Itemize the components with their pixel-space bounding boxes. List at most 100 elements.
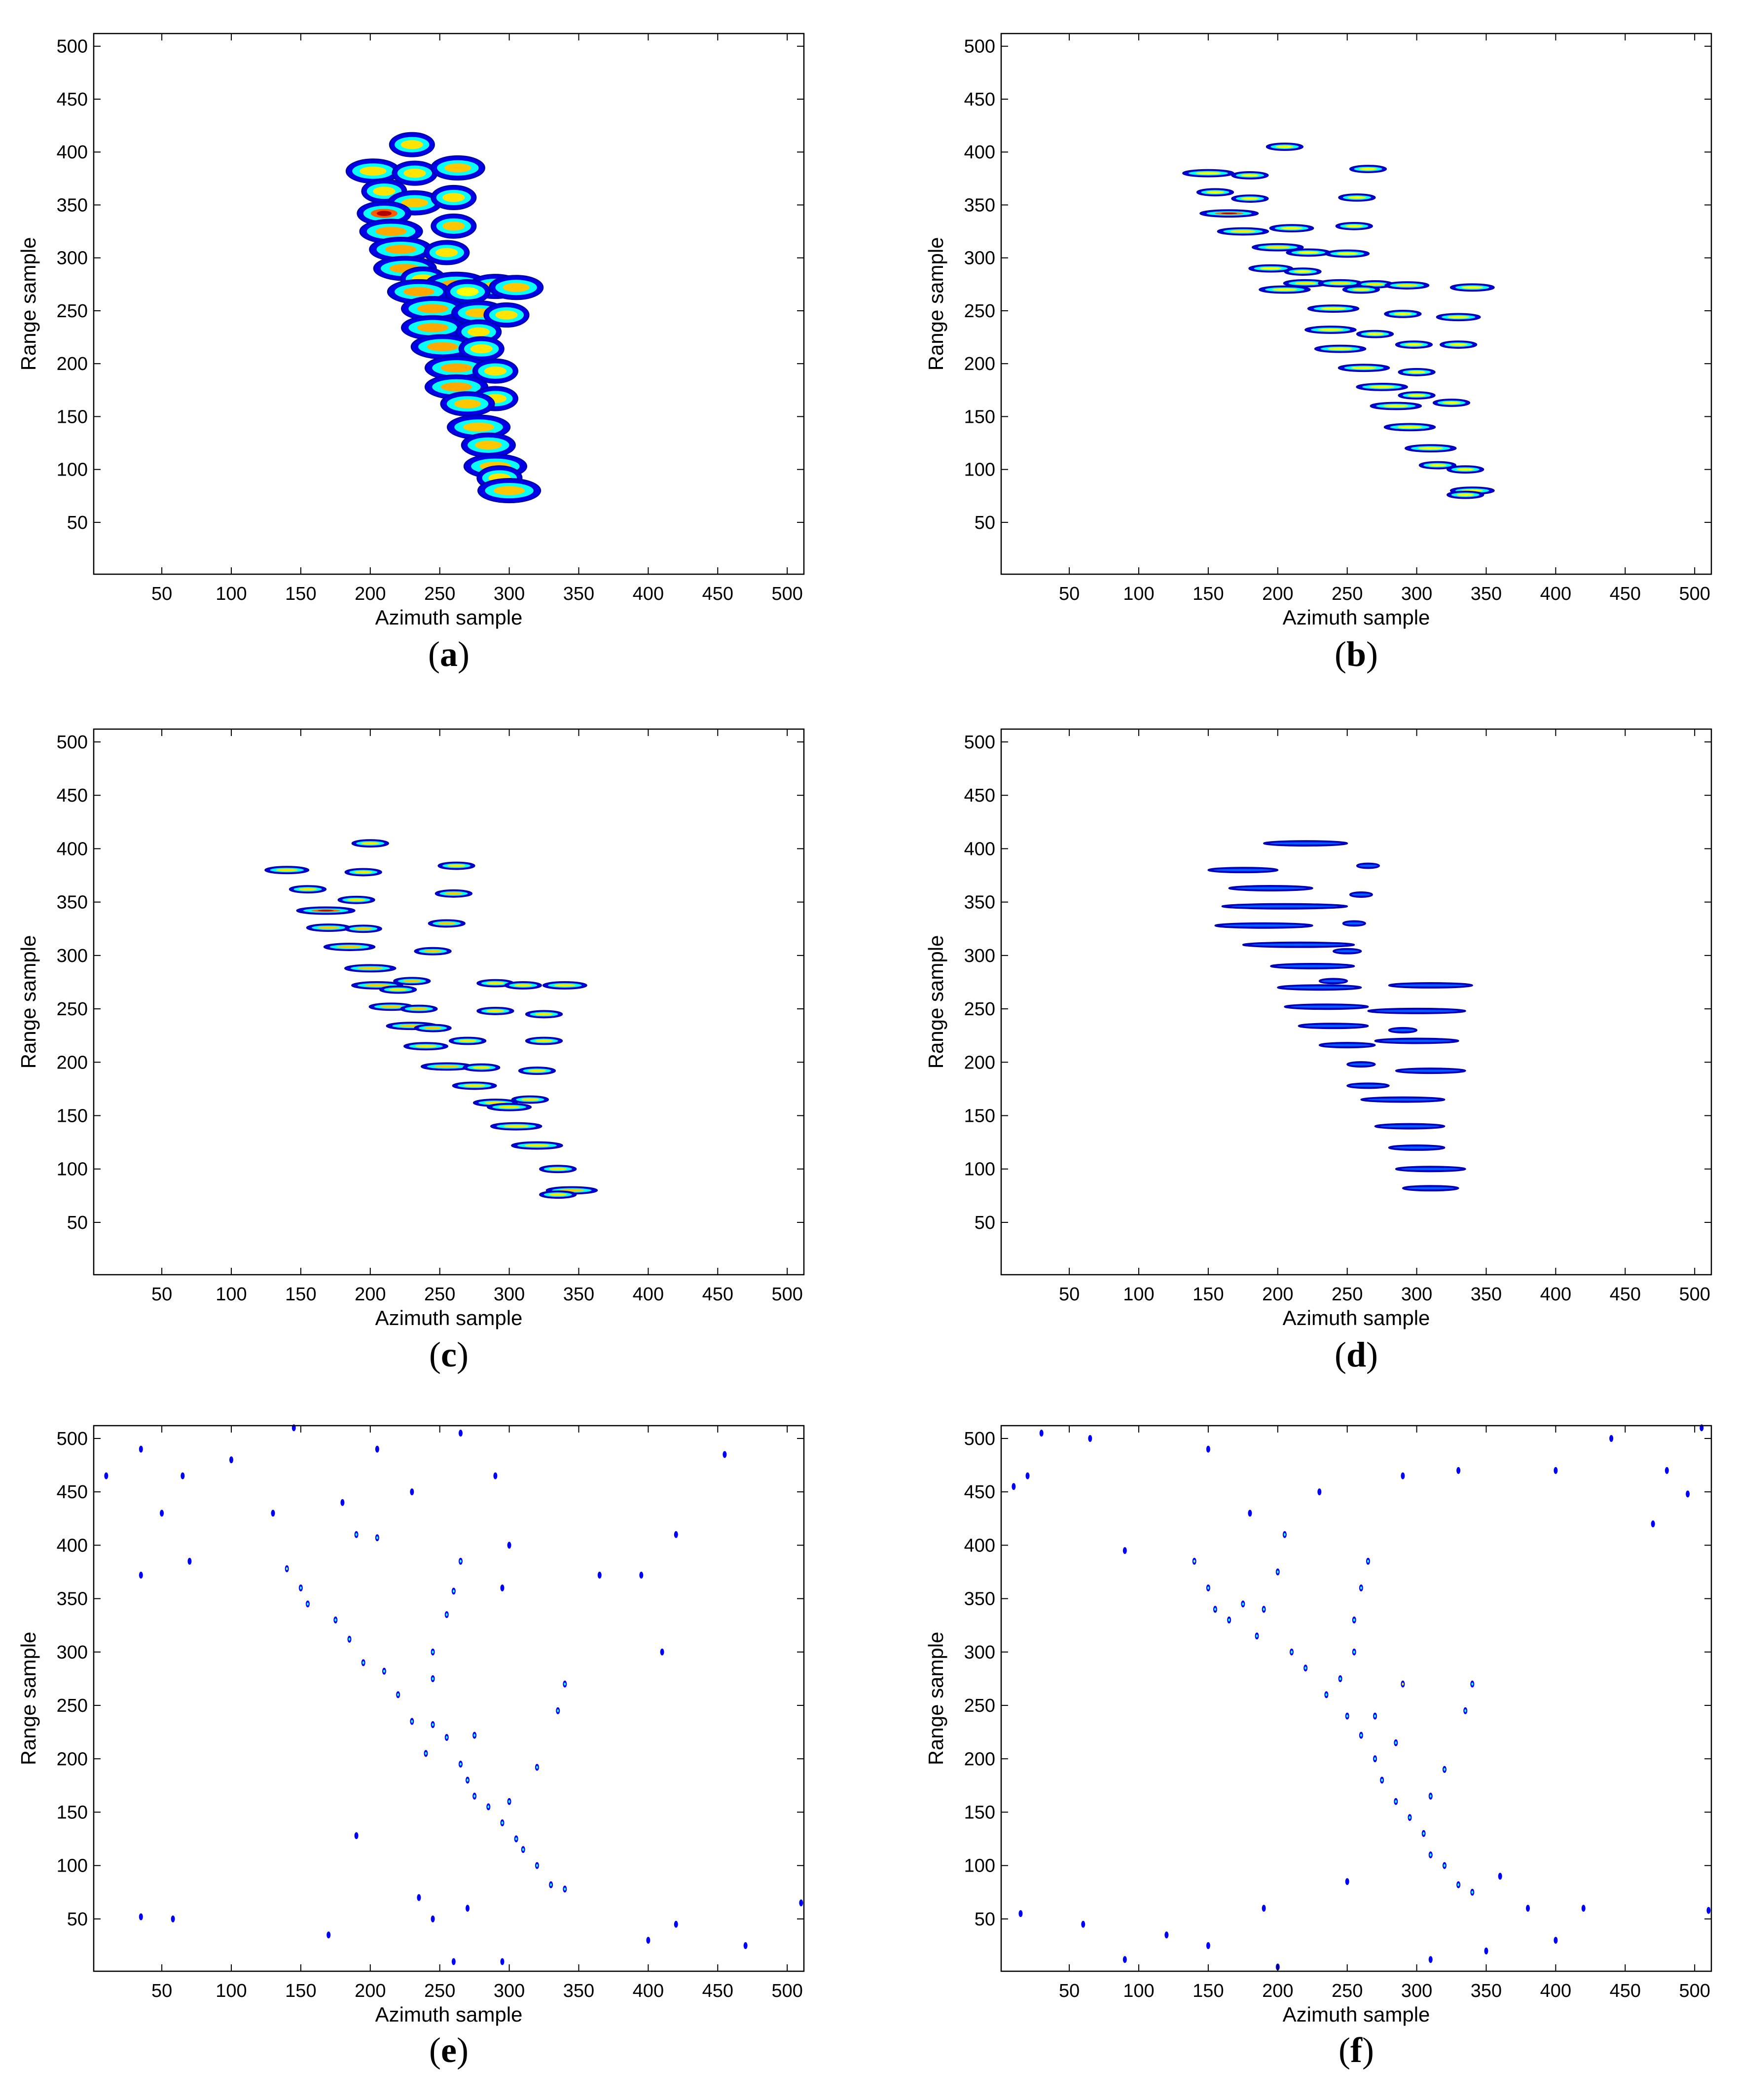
x-tick-label: 250 (1332, 1981, 1363, 2001)
x-tick-label: 150 (1193, 1284, 1224, 1305)
data-point-core (473, 1733, 476, 1737)
data-point-core (299, 1586, 302, 1589)
x-tick-label: 300 (494, 584, 525, 604)
data-blob-mid (1401, 1069, 1460, 1072)
data-point-core (508, 1800, 510, 1803)
data-blob-core (514, 984, 533, 987)
y-tick-label: 250 (964, 301, 995, 322)
x-tick-label: 500 (771, 1284, 802, 1305)
x-tick-label: 350 (1471, 584, 1502, 604)
data-blob-mid (1277, 965, 1348, 967)
x-tick-label: 250 (424, 1284, 455, 1305)
data-point-core (1422, 1832, 1425, 1835)
panel-d: 50 100 150 200 250 300 350 400 450 500 50 100 150 200… (924, 728, 1712, 1374)
y-tick-label: 150 (57, 1803, 88, 1823)
caption-paren-close: ) (457, 1335, 469, 1374)
data-point-core (355, 1533, 358, 1536)
data-blob-mid (1213, 869, 1273, 871)
caption-paren-open: ( (429, 2030, 441, 2070)
data-blob-core (410, 1007, 428, 1010)
x-axis-label: Azimuth sample (1283, 2003, 1430, 2026)
y-tick-label: 500 (964, 37, 995, 57)
data-blob-core (385, 245, 417, 254)
panel-caption: (e) (429, 2030, 469, 2070)
caption-paren-open: ( (429, 1335, 441, 1374)
x-tick-label: 500 (1679, 1284, 1710, 1305)
panel-caption: (a) (428, 634, 470, 674)
y-tick-label: 150 (964, 406, 995, 427)
data-blob-core (1428, 464, 1447, 467)
panel-a: 50 100 150 200 250 300 350 400 450 500 50 100 150 200… (17, 33, 805, 674)
data-blob-mid (1367, 1098, 1439, 1101)
data-point (1088, 1435, 1092, 1442)
data-blob-core (440, 382, 472, 392)
data-blob-core (1408, 370, 1426, 373)
data-blob-core (424, 1027, 442, 1030)
plot-area (1001, 729, 1711, 1275)
data-blob-core (521, 1098, 540, 1101)
panel-c: 50 100 150 200 250 300 350 400 450 500 50 100 150 200… (17, 728, 805, 1374)
data-blob-core (528, 1069, 546, 1072)
y-tick-label: 400 (57, 839, 88, 859)
data-point (1456, 1467, 1461, 1474)
data-blob-core (1418, 447, 1444, 450)
x-tick-label: 200 (355, 584, 386, 604)
data-layer (104, 1424, 803, 1965)
x-tick-label: 100 (216, 1981, 247, 2001)
data-point-core (1276, 1570, 1279, 1574)
data-point (723, 1451, 727, 1458)
data-point-core (1228, 1618, 1230, 1621)
data-blob-core (389, 988, 407, 991)
data-point (1122, 1547, 1127, 1554)
data-point (431, 1915, 435, 1922)
x-tick-label: 100 (1123, 1284, 1154, 1305)
data-point (1122, 1956, 1127, 1963)
caption-letter: e (441, 2030, 457, 2070)
data-blob-mid (1381, 1039, 1452, 1042)
data-blob-core (456, 287, 479, 296)
data-blob-core (1394, 312, 1412, 315)
data-point (1554, 1467, 1558, 1474)
x-tick-label: 350 (1471, 1284, 1502, 1305)
x-tick-label: 350 (1471, 1981, 1502, 2001)
y-axis-label: Range sample (17, 237, 40, 371)
y-tick-label: 50 (67, 1213, 88, 1233)
data-point (674, 1531, 678, 1538)
data-point-core (1429, 1795, 1432, 1798)
data-blob-core (548, 1193, 567, 1196)
data-blob-core (495, 310, 518, 320)
caption-letter: b (1346, 634, 1366, 674)
y-tick-label: 500 (57, 732, 88, 753)
x-tick-label: 250 (424, 1981, 455, 2001)
data-blob-core (403, 168, 426, 178)
x-tick-label: 100 (1123, 584, 1154, 604)
data-point (181, 1472, 185, 1479)
panel-caption: (f) (1339, 2030, 1374, 2070)
data-blob-core (347, 898, 365, 901)
x-tick-label: 50 (1059, 1284, 1080, 1305)
data-blob-core (1241, 197, 1259, 200)
x-tick-label: 450 (702, 1284, 733, 1305)
y-tick-label: 50 (975, 1909, 995, 1930)
x-tick-label: 450 (1610, 1981, 1641, 2001)
data-blob-core (364, 984, 390, 987)
data-point-core (564, 1682, 566, 1686)
y-tick-label: 450 (964, 1482, 995, 1503)
y-tick-label: 100 (57, 1159, 88, 1180)
data-point (639, 1572, 644, 1579)
data-blob-core (486, 982, 505, 985)
y-tick-label: 400 (57, 142, 88, 163)
data-point-core (1471, 1890, 1474, 1894)
x-tick-label: 100 (216, 1284, 247, 1305)
data-blob-core (1351, 367, 1377, 369)
y-tick-label: 250 (964, 999, 995, 1020)
data-blob-mid (1358, 864, 1378, 867)
data-layer (1012, 1424, 1711, 1971)
data-blob-core (468, 327, 490, 336)
x-tick-label: 400 (1540, 584, 1571, 604)
data-blob-core (1345, 224, 1364, 227)
data-point-core (1283, 1533, 1286, 1536)
data-point-core (1443, 1864, 1446, 1867)
y-tick-label: 250 (57, 301, 88, 322)
x-tick-label: 150 (285, 584, 316, 604)
